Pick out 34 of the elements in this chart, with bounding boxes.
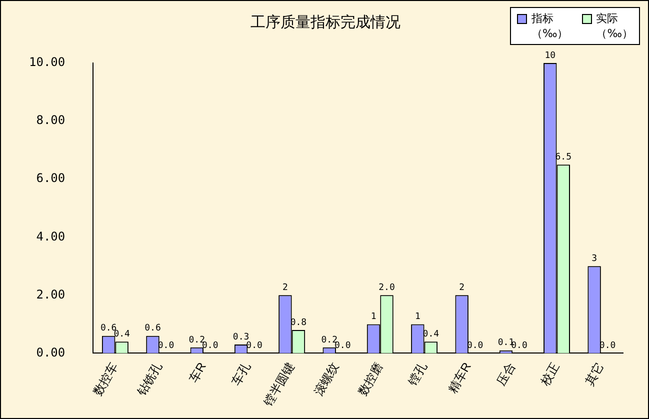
y-tick-label: 4.00 [36, 229, 66, 244]
x-tick-label: 精车R [445, 360, 474, 396]
x-tick-label: 数控磨 [355, 360, 386, 398]
x-tick-label: 车R [186, 360, 210, 385]
x-tick-label: 钻铣孔 [134, 360, 165, 400]
data-label: 0.6 [144, 324, 161, 334]
data-label: 0.4 [114, 329, 130, 340]
data-label: 2 [282, 283, 288, 294]
x-tick-label: 压合 [494, 360, 518, 388]
legend-label: 指标（‰） [531, 11, 568, 41]
data-label: 0.0 [334, 341, 351, 352]
chart-title: 工序质量指标完成情况 [250, 13, 400, 31]
data-label: 1 [370, 312, 376, 322]
x-tick-label: 其它 [582, 360, 606, 388]
legend-label: 实际（‰） [596, 11, 633, 41]
data-label: 10 [544, 50, 556, 61]
x-tick-label: 校正 [538, 360, 562, 389]
y-tick-label: 8.00 [36, 113, 66, 128]
x-tick-label: 滚螺纹 [311, 360, 342, 398]
x-tick-label: 车孔 [229, 360, 254, 388]
data-label: 0.0 [511, 341, 528, 352]
data-label: 0.3 [232, 332, 250, 342]
y-tick-label: 10.00 [29, 55, 66, 70]
y-tick-label: 0.00 [36, 345, 66, 360]
y-tick-label: 2.00 [36, 287, 66, 302]
data-label: 3 [592, 254, 598, 264]
x-tick-label: 镗半圆键 [260, 360, 298, 410]
x-tick-label: 数控车 [90, 360, 121, 398]
y-tick-label: 6.00 [36, 171, 66, 186]
data-label: 1 [414, 312, 420, 322]
data-label: 0.0 [202, 341, 218, 352]
x-tick-label: 镗孔 [405, 360, 430, 389]
data-label: 2.0 [378, 283, 395, 294]
data-label: 2 [459, 283, 465, 294]
